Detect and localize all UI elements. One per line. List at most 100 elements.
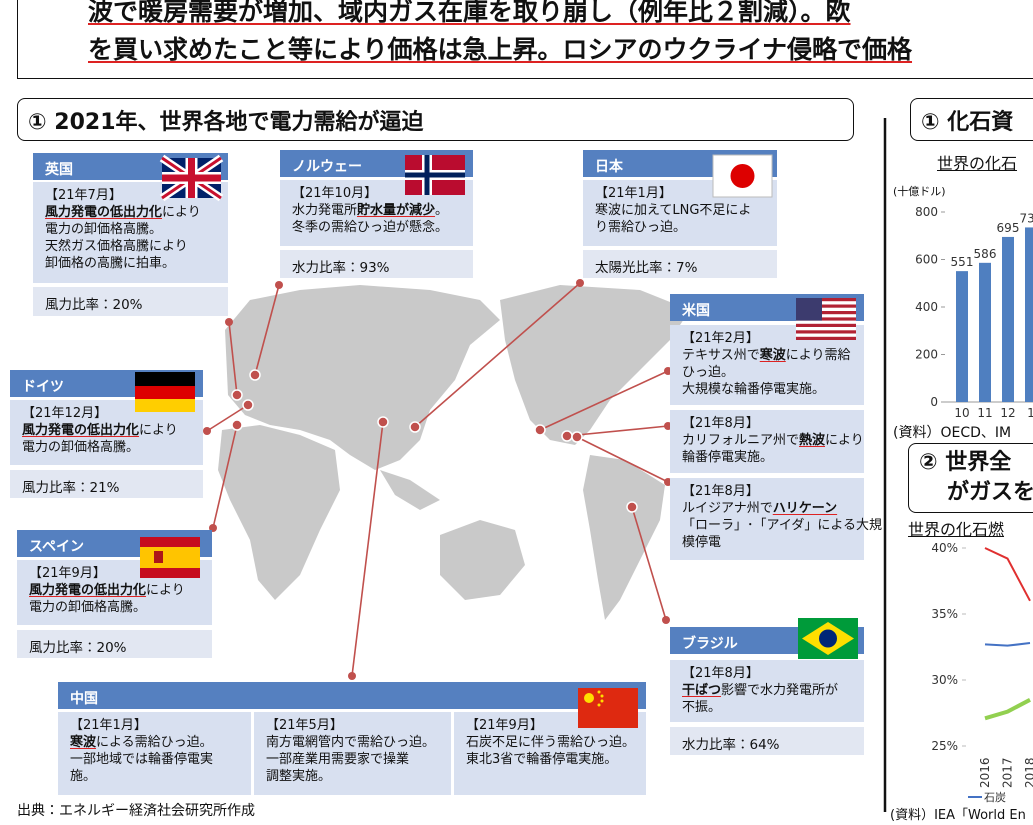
text: 影響で水力発電所が [721, 683, 839, 698]
y-tick-label: 0 [930, 395, 938, 409]
text: 模停電 [682, 535, 722, 550]
flag-spain [140, 537, 200, 578]
text-line: 一部産業用需要家で操業 [266, 751, 451, 768]
line-series [984, 642, 1031, 647]
y-tick-label: 400 [915, 300, 938, 314]
x-tick-label: 10 [954, 406, 969, 420]
y-tick-label: 25% [931, 739, 958, 753]
value-label: 735 [1020, 211, 1033, 225]
text-line: 模停電 [682, 534, 864, 551]
text: カリフォルニア州で [682, 433, 800, 448]
text-line: 【21年8月】 [682, 483, 864, 500]
text-line: 【21年9月】 [466, 717, 646, 734]
text: 。 [435, 203, 449, 218]
text-line: 調整実施。 [266, 768, 451, 785]
region-body: 【21年10月】 水力発電所貯水量が減少。 冬季の需給ひっ迫が懸念。 [280, 180, 473, 246]
bar [956, 271, 968, 402]
emphasis: ハリケーン [772, 501, 838, 516]
text: 施。 [70, 769, 97, 784]
headline-box [17, 0, 1033, 79]
section-title: ② 世界全 がガスを [908, 443, 1033, 513]
text-line: 電力の卸価格高騰。 [45, 221, 228, 238]
text: 電力の卸価格高騰。 [22, 440, 140, 455]
text: 【21年8月】 [682, 484, 759, 499]
text: 調整実施。 [266, 769, 332, 784]
bar [1002, 236, 1014, 402]
headline-line: を買い求めたこと等により価格は急上昇。ロシアのウクライナ侵略で価格 [88, 35, 913, 64]
text-line: 【21年1月】 [595, 185, 777, 202]
text-line: 冬季の需給ひっ迫が懸念。 [292, 219, 473, 236]
text: 【21年1月】 [595, 186, 672, 201]
region-ratio: 水力比率：93% [280, 250, 473, 278]
text: 【21年9月】 [29, 566, 106, 581]
text-line: 風力発電の低出力化により [45, 204, 228, 221]
x-tick-label: 2018 [1023, 757, 1033, 788]
line-series [984, 547, 1031, 602]
chart-subtitle: 世界の化石燃 [908, 520, 1005, 539]
text: により [146, 583, 185, 598]
text-line: カリフォルニア州で熱波により [682, 432, 864, 449]
text: 【21年8月】 [682, 666, 759, 681]
bar [979, 262, 991, 402]
text-line: 【21年5月】 [266, 717, 451, 734]
text: 南方電網管内で需給ひっ迫。 [266, 735, 436, 750]
text-line: 【21年9月】 [29, 565, 212, 582]
text: による需給ひっ迫。 [96, 735, 213, 750]
text-line: テキサス州で寒波により需給 [682, 347, 864, 364]
location-dots [231, 369, 638, 513]
flag-usa [796, 298, 856, 340]
text: 寒波に加えてLNG不足によ [595, 203, 752, 218]
y-tick-label: 30% [931, 673, 958, 687]
text: 【21年9月】 [466, 718, 543, 733]
value-label: 586 [974, 247, 997, 261]
text-line: 「ローラ」･「アイダ」による大規 [682, 517, 882, 534]
region-body: 【21年1月】 寒波による需給ひっ迫。 一部地域では輪番停電実 施。 [58, 712, 251, 795]
emphasis: 干ばつ [682, 683, 722, 698]
emphasis: 風力発電の低出力化 [29, 583, 147, 598]
legend-label: 石炭 [984, 790, 1006, 804]
region-body: 【21年8月】 ルイジアナ州でハリケーン 「ローラ」･「アイダ」による大規 模停電 [670, 478, 882, 560]
text-line: 輪番停電実施。 [682, 449, 864, 466]
region-ratio: 水力比率：64% [670, 727, 864, 755]
text: ひっ迫。 [682, 365, 735, 380]
arrows [206, 282, 669, 677]
section-title: ① 化石資 [910, 98, 1033, 141]
x-tick-label: 11 [977, 406, 992, 420]
region-ratio: 風力比率：20% [33, 287, 228, 316]
section-title-line: がガスを [947, 480, 1033, 505]
text: 【21年8月】 [682, 416, 759, 431]
text-line: 卸価格の高騰に拍車。 [45, 255, 228, 272]
text-line: 風力発電の低出力化により [22, 422, 203, 439]
x-tick-label: 2016 [978, 757, 992, 788]
text-line: 東北3省で輪番停電実施。 [466, 751, 646, 768]
x-tick-label: 2017 [1001, 757, 1015, 788]
text-line: 風力発電の低出力化により [29, 582, 212, 599]
text: 冬季の需給ひっ迫が懸念。 [292, 220, 449, 235]
value-label: 551 [951, 255, 974, 269]
flag-brazil [798, 618, 858, 659]
continents [218, 285, 690, 620]
emphasis: 貯水量が減少 [357, 203, 436, 218]
text: 【21年7月】 [45, 188, 122, 203]
region-body: 【21年8月】 干ばつ影響で水力発電所が不振。 [670, 660, 864, 722]
text-line: 水力発電所貯水量が減少。 [292, 202, 473, 219]
chart-subtitle: 世界の化石 [937, 154, 1018, 173]
text: 輪番停電実施。 [682, 450, 774, 465]
text: 電力の卸価格高騰。 [45, 222, 163, 237]
text: テキサス州で [682, 348, 760, 363]
text: 不振。 [682, 700, 722, 715]
text-line: 電力の卸価格高騰。 [29, 599, 212, 616]
y-tick-label: 800 [915, 205, 938, 219]
region-body: 【21年1月】寒波に加えてLNG不足によ り需給ひっ迫。 [583, 180, 777, 246]
line-series [984, 698, 1031, 721]
text: 水力発電所 [292, 203, 358, 218]
text-line: り需給ひっ迫。 [595, 219, 777, 236]
footer: 出典：エネルギー経済社会研究所作成 [17, 803, 255, 819]
x-tick-label: 12 [1000, 406, 1015, 420]
text: 一部地域では輪番停電実 [70, 752, 214, 767]
text-line: 【21年2月】 [682, 330, 864, 347]
text-line: 大規模な輪番停電実施。 [682, 381, 864, 398]
